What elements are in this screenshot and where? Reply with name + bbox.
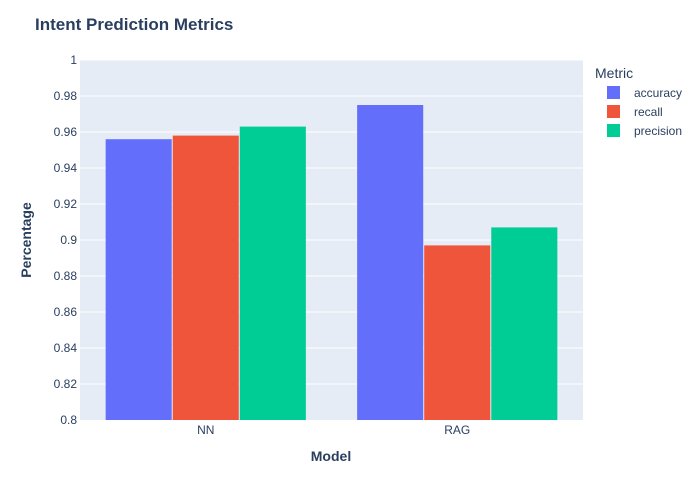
- legend-swatch-accuracy: [607, 86, 620, 99]
- y-tick-label: 1: [70, 53, 77, 67]
- y-axis-ticks: 0.8 0.82 0.84 0.86 0.88 0.9 0.92 0.94 0.96 0.98 1: [54, 53, 78, 427]
- bar-accuracy-rag: [357, 105, 424, 420]
- bar-precision-rag: [491, 227, 558, 420]
- legend-label-precision: precision: [634, 124, 682, 138]
- y-tick-label: 0.86: [54, 305, 78, 319]
- legend-swatch-precision: [607, 124, 620, 137]
- y-tick-label: 0.8: [60, 413, 77, 427]
- y-tick-label: 0.94: [54, 161, 78, 175]
- bars: [105, 105, 558, 420]
- legend: Metric accuracy recall precision: [595, 65, 682, 138]
- y-tick-label: 0.82: [54, 377, 78, 391]
- legend-swatch-recall: [607, 105, 620, 118]
- legend-label-accuracy: accuracy: [634, 86, 682, 100]
- x-axis-ticks: NN RAG: [197, 423, 470, 437]
- x-tick-label: RAG: [444, 423, 470, 437]
- legend-label-recall: recall: [634, 105, 663, 119]
- x-tick-label: NN: [197, 423, 214, 437]
- bar-precision-nn: [239, 126, 306, 420]
- y-tick-label: 0.88: [54, 269, 78, 283]
- y-tick-label: 0.96: [54, 125, 78, 139]
- bar-recall-nn: [172, 135, 239, 420]
- y-axis-title: Percentage: [18, 202, 34, 278]
- bar-recall-rag: [424, 245, 491, 420]
- y-tick-label: 0.84: [54, 341, 78, 355]
- bar-accuracy-nn: [105, 139, 172, 420]
- x-axis-title: Model: [311, 448, 351, 464]
- y-tick-label: 0.98: [54, 89, 78, 103]
- y-tick-label: 0.9: [60, 233, 77, 247]
- chart-title: Intent Prediction Metrics: [35, 15, 233, 34]
- y-tick-label: 0.92: [54, 197, 78, 211]
- legend-title: Metric: [595, 65, 633, 81]
